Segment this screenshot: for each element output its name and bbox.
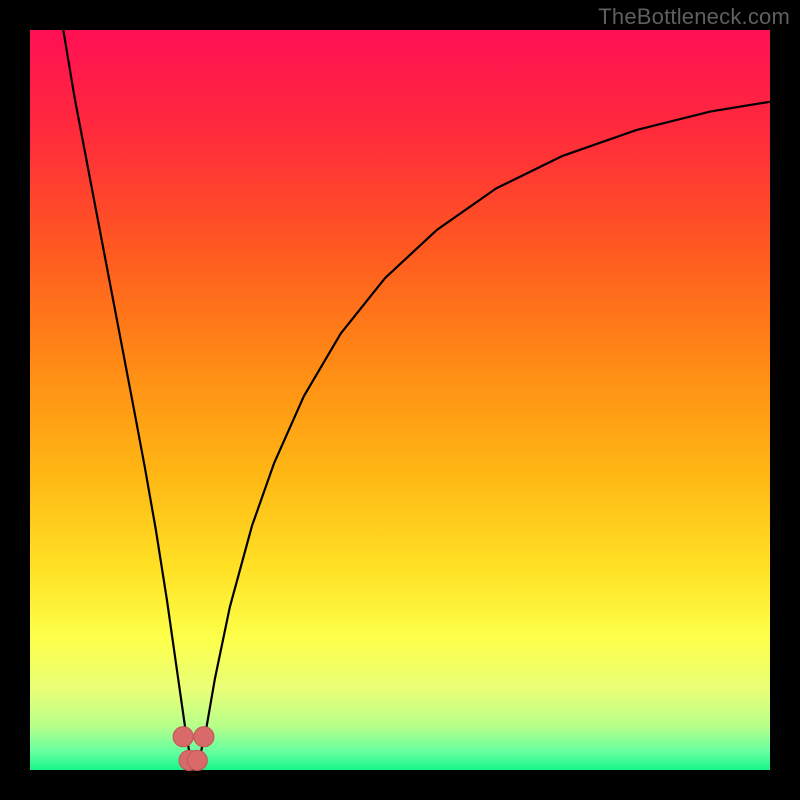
minimum-marker bbox=[187, 750, 207, 770]
chart-svg bbox=[0, 0, 800, 800]
chart-canvas: TheBottleneck.com bbox=[0, 0, 800, 800]
minimum-marker bbox=[173, 727, 193, 747]
watermark-label: TheBottleneck.com bbox=[598, 4, 790, 30]
minimum-marker bbox=[194, 727, 214, 747]
plot-gradient-background bbox=[30, 30, 770, 770]
